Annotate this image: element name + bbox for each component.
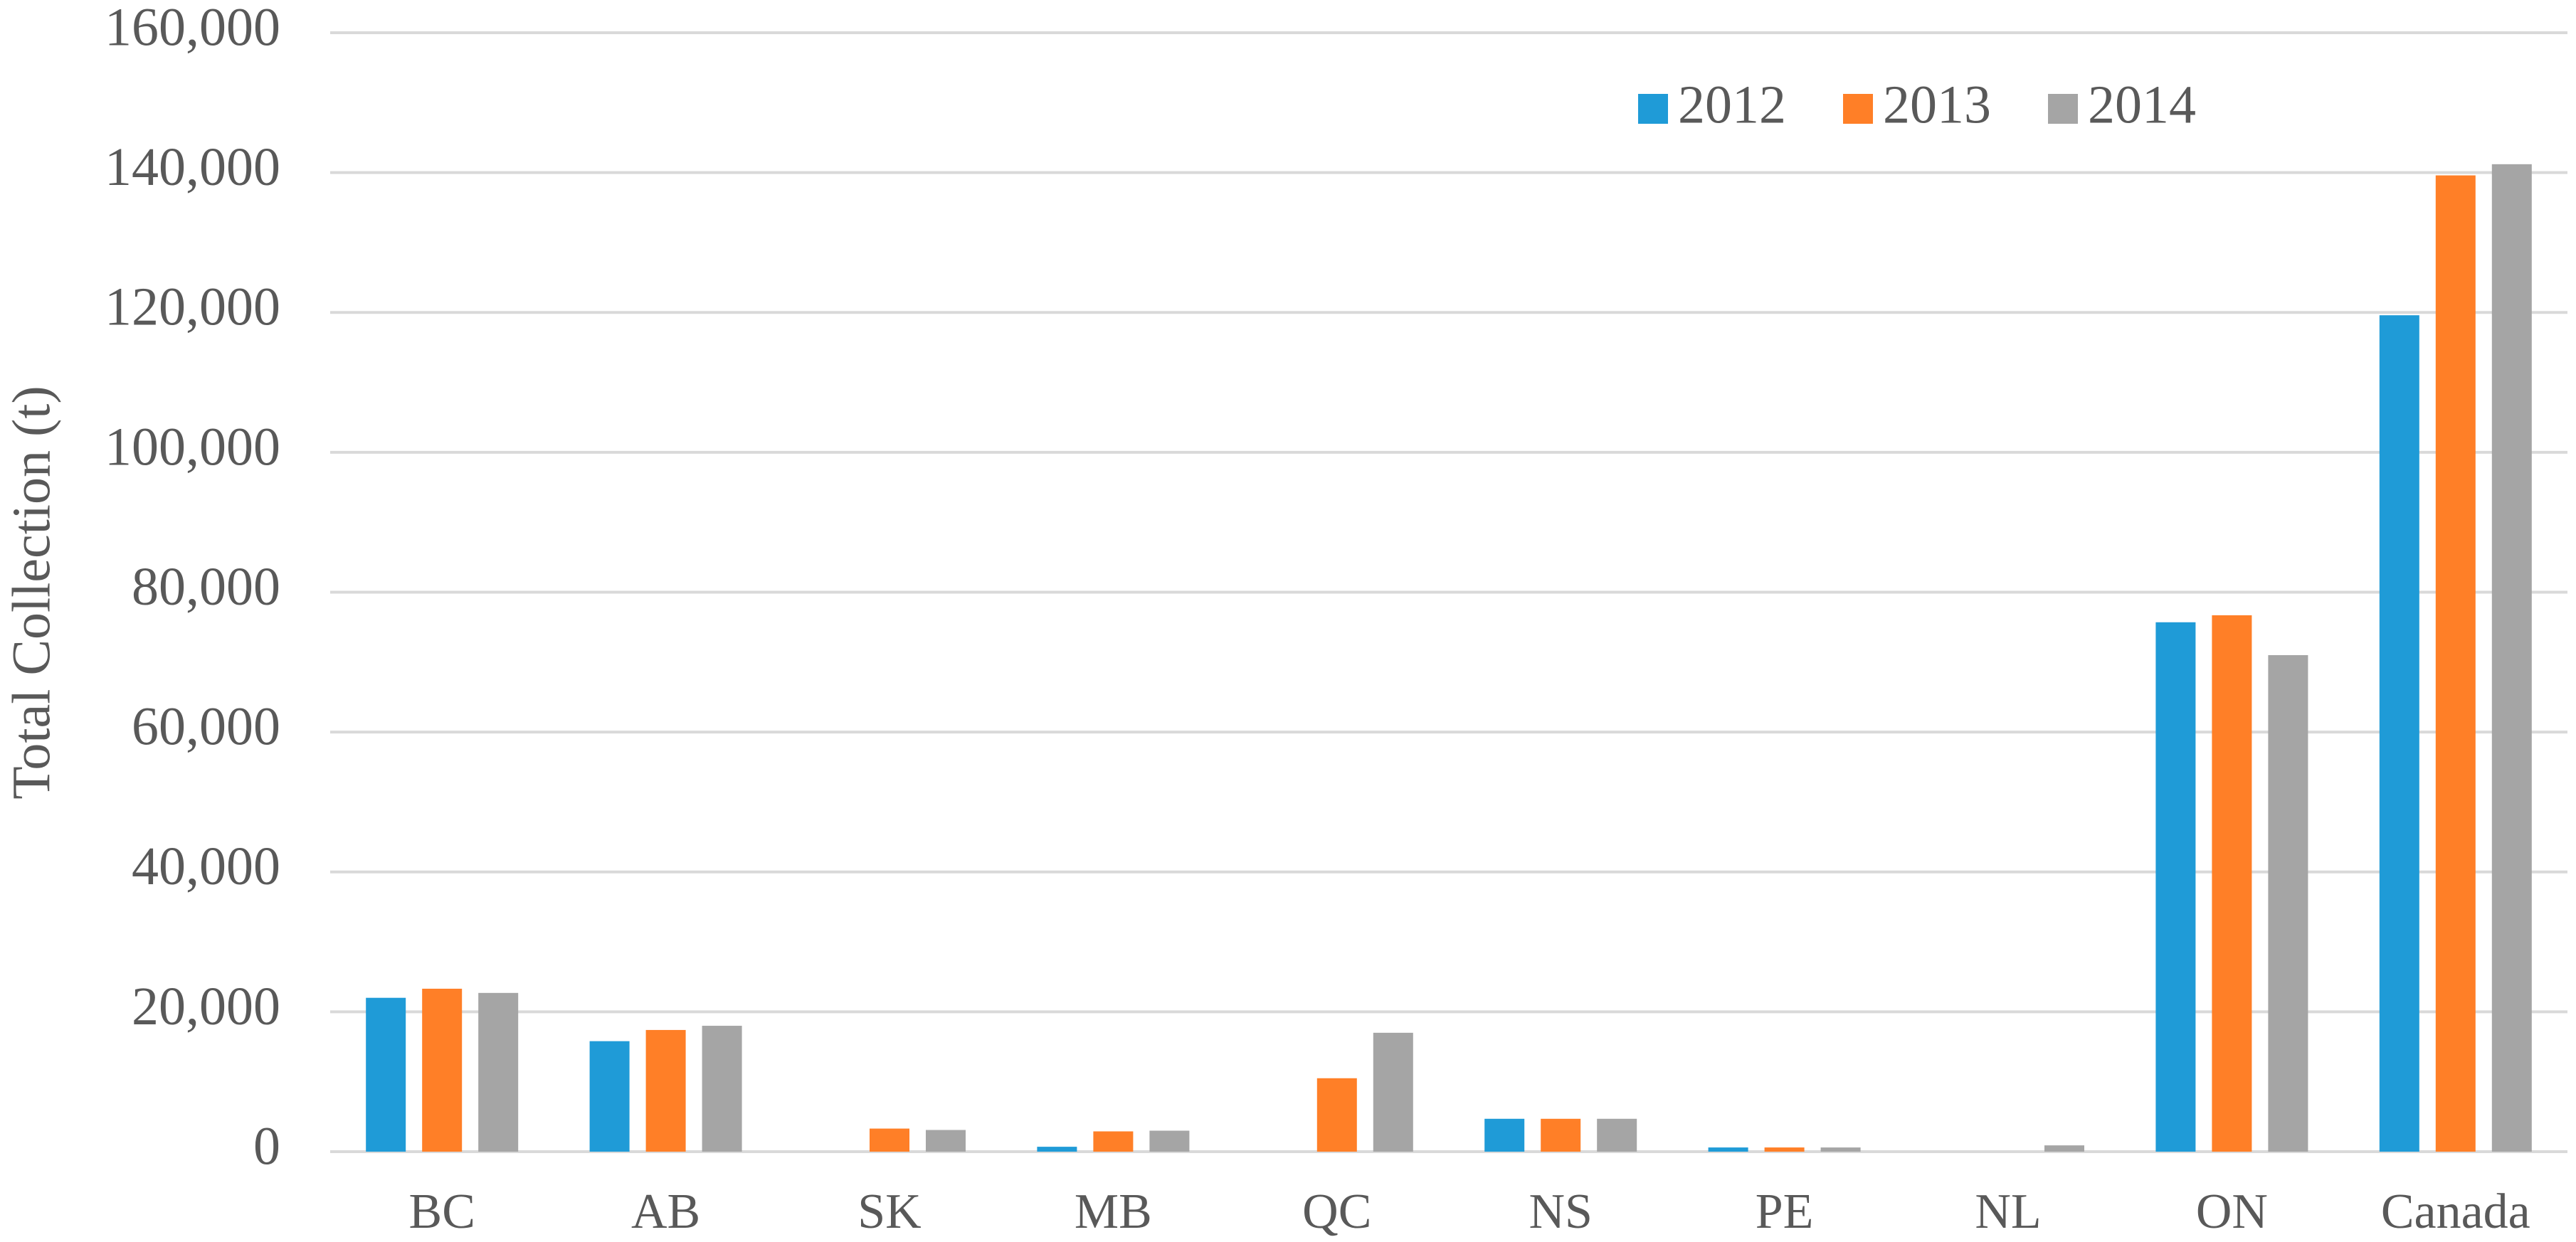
x-tick-label: NS: [1529, 1184, 1592, 1239]
bar: [926, 1130, 966, 1152]
bar: [422, 988, 463, 1152]
bar: [1541, 1118, 1581, 1152]
y-tick-label: 100,000: [105, 417, 280, 477]
y-tick-label: 20,000: [132, 977, 280, 1036]
bar: [1149, 1130, 1190, 1152]
x-tick-label: PE: [1756, 1184, 1814, 1239]
bar: [1037, 1147, 1077, 1152]
bar: [1373, 1032, 1413, 1152]
bar: [1708, 1147, 1748, 1152]
bar: [1764, 1147, 1805, 1152]
legend-label: 2014: [2088, 75, 2196, 134]
y-tick-label: 120,000: [105, 277, 280, 337]
legend-swatch: [2048, 94, 2078, 124]
bar: [1484, 1118, 1525, 1152]
bar: [1316, 1078, 1357, 1152]
x-tick-label: Canada: [2381, 1184, 2530, 1239]
y-tick-label: 160,000: [105, 0, 280, 57]
x-tick-label: NL: [1975, 1184, 2041, 1239]
x-tick-label: SK: [857, 1184, 921, 1239]
bar: [645, 1029, 686, 1152]
x-tick-label: QC: [1302, 1184, 1371, 1239]
bar: [589, 1041, 630, 1152]
bar: [2491, 164, 2532, 1152]
bar: [2155, 622, 2196, 1152]
bar: [2044, 1145, 2084, 1152]
y-tick-label: 140,000: [105, 137, 280, 197]
x-tick-label: BC: [409, 1184, 475, 1239]
x-tick-label: MB: [1075, 1184, 1152, 1239]
bar: [1093, 1131, 1134, 1152]
bar: [702, 1026, 742, 1152]
y-tick-label: 60,000: [132, 697, 280, 757]
bar: [366, 997, 406, 1152]
bar: [1597, 1118, 1637, 1152]
bar: [2379, 315, 2419, 1152]
bar: [2212, 615, 2252, 1152]
legend-swatch: [1843, 94, 1873, 124]
legend-label: 2012: [1678, 75, 1786, 134]
y-axis-title: Total Collection (t): [1, 386, 61, 799]
y-tick-label: 40,000: [132, 837, 280, 896]
bar: [2268, 654, 2308, 1152]
y-tick-label: 0: [253, 1116, 280, 1176]
y-tick-label: 80,000: [132, 557, 280, 617]
legend-label: 2013: [1883, 75, 1991, 134]
bar: [870, 1128, 909, 1152]
bar: [2435, 175, 2476, 1152]
x-tick-label: AB: [631, 1184, 700, 1239]
bar: [1820, 1147, 1861, 1152]
legend-swatch: [1638, 94, 1668, 124]
x-tick-label: ON: [2196, 1184, 2268, 1239]
bar: [478, 992, 519, 1152]
